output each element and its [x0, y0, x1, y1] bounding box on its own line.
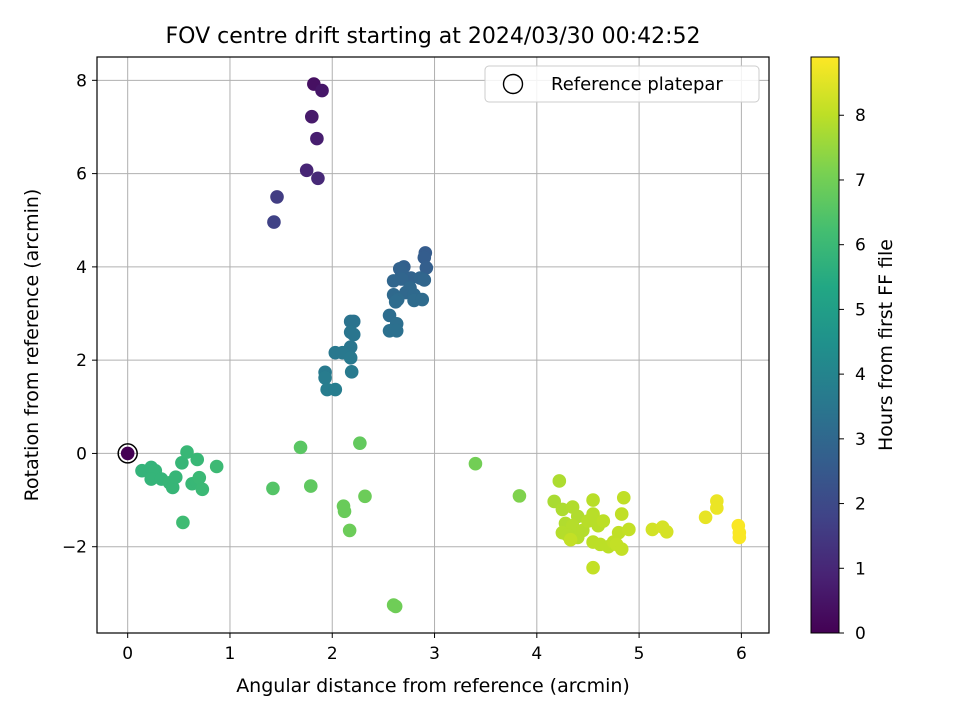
x-axis-label: Angular distance from reference (arcmin)	[236, 675, 630, 697]
reference-point-fill	[120, 446, 135, 461]
colorbar-tick-label: 2	[855, 495, 866, 515]
data-point	[328, 382, 343, 397]
reference-marker	[117, 443, 138, 464]
y-tick-label: 0	[76, 444, 87, 464]
data-point	[176, 515, 190, 530]
data-point	[304, 109, 319, 124]
chart-title: FOV centre drift starting at 2024/03/30 …	[166, 24, 701, 49]
data-point	[417, 250, 432, 265]
data-points	[135, 77, 747, 614]
x-axis-ticks: 0 1 2 3 4 5 6	[122, 633, 747, 664]
y-axis-ticks: −2 0 2 4 6 8	[62, 71, 97, 558]
colorbar-tick-label: 8	[855, 106, 866, 126]
data-point	[175, 455, 189, 470]
data-point	[343, 351, 358, 365]
data-point	[586, 507, 600, 521]
data-point	[192, 470, 207, 485]
x-tick-label: 4	[531, 644, 542, 664]
data-point	[388, 295, 403, 309]
colorbar-tick-label: 7	[855, 171, 866, 191]
data-point	[659, 524, 674, 539]
colorbar-tick-label: 1	[855, 559, 866, 579]
data-point	[622, 522, 636, 537]
data-point	[337, 504, 352, 519]
data-point	[415, 292, 430, 307]
y-tick-label: 6	[76, 165, 87, 185]
legend-box	[484, 65, 760, 103]
legend-reference-icon	[502, 73, 524, 95]
data-point	[267, 215, 281, 229]
data-point	[342, 523, 357, 538]
data-point	[346, 314, 361, 329]
data-point	[318, 371, 332, 385]
grid-lines	[97, 57, 769, 633]
data-point	[315, 83, 329, 98]
data-point	[552, 474, 567, 488]
y-tick-label: 4	[76, 258, 87, 278]
data-point	[303, 479, 318, 493]
data-point	[616, 490, 631, 505]
data-point	[293, 440, 308, 455]
data-point	[311, 171, 325, 186]
colorbar-label: Hours from first FF file	[875, 239, 897, 451]
data-point	[389, 323, 404, 338]
data-point	[346, 327, 361, 342]
data-point	[209, 459, 224, 474]
data-point	[195, 482, 210, 497]
data-point	[180, 445, 194, 459]
y-axis-label: Rotation from reference (arcmin)	[21, 189, 43, 502]
data-point	[611, 525, 626, 540]
data-point	[555, 502, 570, 517]
plot-frame	[96, 56, 770, 634]
data-point	[614, 507, 629, 521]
data-point	[710, 501, 724, 515]
data-point	[586, 560, 600, 575]
data-point	[645, 522, 660, 537]
x-tick-label: 6	[736, 644, 747, 664]
data-point	[468, 456, 483, 471]
x-tick-label: 2	[327, 644, 338, 664]
data-point	[419, 261, 434, 275]
reference-point-ring	[117, 443, 138, 464]
colorbar-tick-label: 0	[855, 624, 866, 644]
data-point	[386, 274, 401, 288]
data-point	[586, 493, 600, 507]
colorbar-tick-label: 3	[855, 430, 866, 450]
data-point	[358, 489, 372, 504]
data-point	[266, 481, 280, 496]
colorbar-ticks: 0 1 2 3 4 5 6 7 8	[839, 106, 866, 644]
data-point	[310, 131, 324, 146]
data-point	[144, 472, 159, 486]
x-tick-label: 3	[429, 644, 440, 664]
colorbar-tick-label: 4	[855, 365, 866, 385]
data-point	[190, 452, 205, 467]
colorbar-tick-label: 6	[855, 236, 866, 256]
data-point	[563, 532, 578, 547]
data-point	[698, 510, 713, 525]
legend-label-reference: Reference platepar	[551, 74, 723, 95]
data-point	[168, 470, 183, 485]
y-tick-label: −2	[62, 538, 87, 558]
y-tick-label: 8	[76, 71, 87, 91]
data-point	[353, 436, 367, 450]
data-point	[299, 163, 314, 178]
data-point	[417, 273, 432, 287]
colorbar	[810, 56, 840, 634]
data-point	[270, 190, 284, 204]
x-tick-label: 0	[122, 644, 133, 664]
x-tick-label: 5	[634, 644, 645, 664]
data-point	[344, 365, 359, 379]
data-point	[388, 599, 403, 614]
y-tick-label: 2	[76, 351, 87, 371]
x-tick-label: 1	[225, 644, 236, 664]
data-point	[596, 514, 611, 528]
data-point	[732, 530, 747, 545]
data-point	[512, 489, 527, 503]
colorbar-tick-label: 5	[855, 300, 866, 320]
data-point	[165, 480, 180, 495]
data-point	[614, 542, 629, 556]
legend: Reference platepar	[484, 65, 760, 103]
